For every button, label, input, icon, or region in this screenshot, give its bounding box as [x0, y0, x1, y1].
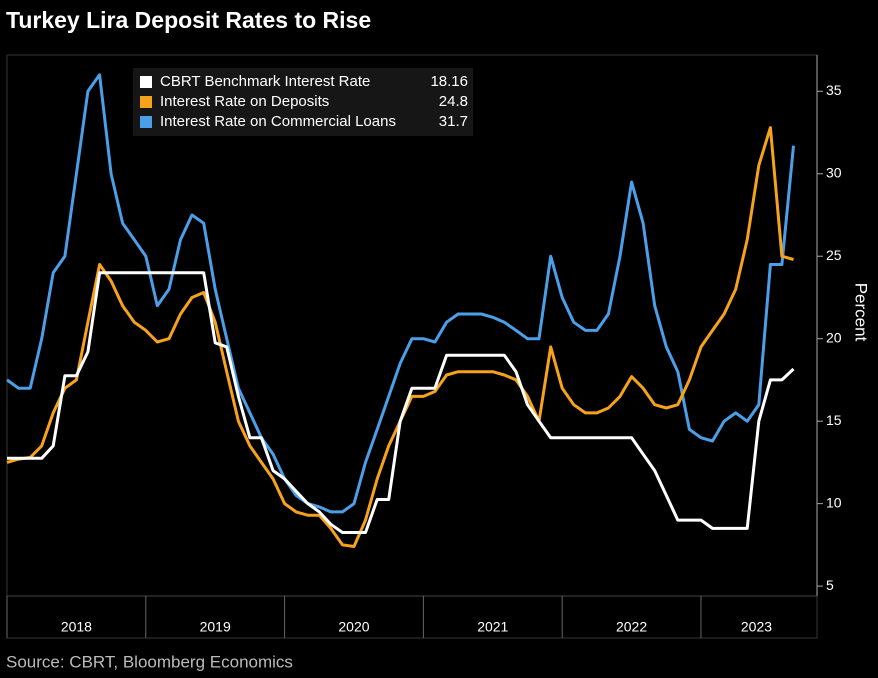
- x-tick-label: 2022: [616, 619, 647, 635]
- legend-swatch: [140, 76, 152, 88]
- chart-title: Turkey Lira Deposit Rates to Rise: [6, 7, 371, 33]
- y-tick-label: 10: [826, 494, 842, 510]
- x-tick-label: 2018: [61, 619, 92, 635]
- y-axis-label: Percent: [852, 283, 871, 342]
- y-tick-label: 30: [826, 164, 842, 180]
- legend-label: CBRT Benchmark Interest Rate: [160, 73, 370, 90]
- plot: 5 10 15 20 25 30 35 2018 2019 2020 2021 2022 2023: [6, 73, 842, 638]
- legend-label: Interest Rate on Deposits: [160, 93, 329, 110]
- x-tick-label: 2023: [741, 619, 772, 635]
- series-line: [7, 271, 795, 534]
- y-tick-label: 25: [826, 247, 842, 263]
- legend: CBRT Benchmark Interest Rate 18.16 Interes…: [133, 68, 473, 136]
- legend-value: 18.16: [430, 73, 468, 90]
- legend-swatch: [140, 116, 152, 128]
- y-tick-label: 5: [826, 577, 834, 593]
- x-tick-label: 2019: [200, 619, 231, 635]
- legend-box: [133, 68, 473, 136]
- y-tick-label: 35: [826, 82, 842, 98]
- legend-swatch: [140, 96, 152, 108]
- y-tick-label: 15: [826, 412, 842, 428]
- series-line: [6, 73, 795, 514]
- x-tick-label: 2021: [477, 619, 508, 635]
- y-tick-label: 20: [826, 329, 842, 345]
- source: Source: CBRT, Bloomberg Economics: [6, 652, 293, 671]
- legend-value: 31.7: [439, 113, 468, 130]
- x-tick-label: 2020: [338, 619, 369, 635]
- legend-value: 24.8: [439, 93, 468, 110]
- legend-label: Interest Rate on Commercial Loans: [160, 113, 396, 130]
